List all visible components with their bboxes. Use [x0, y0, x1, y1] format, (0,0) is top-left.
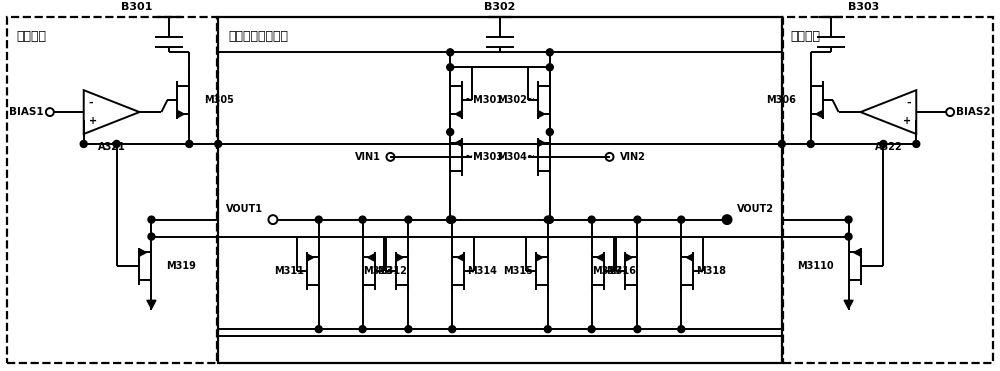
Circle shape — [447, 216, 454, 223]
Circle shape — [80, 141, 87, 147]
Polygon shape — [396, 254, 403, 261]
Polygon shape — [147, 300, 156, 309]
Text: BIAS2: BIAS2 — [956, 107, 991, 117]
Circle shape — [546, 216, 553, 223]
Circle shape — [913, 141, 920, 147]
Text: M306: M306 — [766, 95, 796, 105]
Text: M312: M312 — [378, 266, 407, 276]
Text: ~M301: ~M301 — [465, 95, 503, 105]
Polygon shape — [139, 249, 146, 256]
Circle shape — [634, 326, 641, 333]
Text: M318: M318 — [696, 266, 726, 276]
Circle shape — [778, 141, 785, 147]
Text: VIN2: VIN2 — [620, 152, 645, 162]
Polygon shape — [816, 111, 823, 118]
Circle shape — [405, 326, 412, 333]
Polygon shape — [844, 300, 853, 309]
Text: M317: M317 — [593, 266, 622, 276]
Text: ~M303: ~M303 — [465, 152, 503, 162]
Circle shape — [148, 216, 155, 223]
Text: M313: M313 — [364, 266, 393, 276]
Text: -: - — [89, 98, 93, 108]
Circle shape — [845, 233, 852, 240]
Circle shape — [447, 49, 454, 56]
Text: M304~: M304~ — [497, 152, 535, 162]
Text: +: + — [89, 116, 97, 126]
Circle shape — [546, 216, 553, 223]
Circle shape — [546, 64, 553, 71]
Text: 振荡器延迟级主体: 振荡器延迟级主体 — [228, 30, 288, 43]
Circle shape — [678, 216, 685, 223]
Circle shape — [315, 216, 322, 223]
Circle shape — [447, 216, 454, 223]
Polygon shape — [177, 111, 184, 118]
Circle shape — [588, 326, 595, 333]
Text: M305: M305 — [204, 95, 234, 105]
Bar — [7, 17, 217, 363]
Text: VIN1: VIN1 — [355, 152, 380, 162]
Text: A321: A321 — [98, 142, 125, 152]
Circle shape — [880, 141, 887, 147]
Polygon shape — [536, 254, 543, 261]
Text: M315: M315 — [503, 266, 533, 276]
Circle shape — [546, 49, 553, 56]
Text: M311: M311 — [274, 266, 304, 276]
Circle shape — [634, 216, 641, 223]
Circle shape — [807, 141, 814, 147]
Circle shape — [148, 233, 155, 240]
Circle shape — [447, 64, 454, 71]
Circle shape — [113, 141, 120, 147]
Text: M319: M319 — [166, 262, 196, 272]
Bar — [783, 17, 993, 363]
Circle shape — [215, 141, 222, 147]
Circle shape — [447, 128, 454, 135]
Polygon shape — [455, 111, 462, 118]
Circle shape — [405, 216, 412, 223]
Polygon shape — [307, 254, 314, 261]
Bar — [218, 17, 782, 363]
Text: A322: A322 — [875, 142, 902, 152]
Text: VOUT2: VOUT2 — [737, 204, 774, 214]
Circle shape — [449, 216, 456, 223]
Polygon shape — [368, 254, 375, 261]
Circle shape — [588, 216, 595, 223]
Polygon shape — [538, 111, 545, 118]
Circle shape — [678, 326, 685, 333]
Circle shape — [449, 326, 456, 333]
Text: M314: M314 — [467, 266, 497, 276]
Circle shape — [359, 326, 366, 333]
Circle shape — [544, 216, 551, 223]
Text: B301: B301 — [121, 3, 152, 13]
Polygon shape — [854, 249, 861, 256]
Text: 偏置电路: 偏置电路 — [16, 30, 46, 43]
Polygon shape — [625, 254, 632, 261]
Text: VOUT1: VOUT1 — [226, 204, 263, 214]
Circle shape — [359, 216, 366, 223]
Polygon shape — [538, 139, 545, 147]
Text: +: + — [903, 116, 911, 126]
Text: B302: B302 — [484, 3, 516, 13]
Polygon shape — [457, 254, 464, 261]
Circle shape — [544, 326, 551, 333]
Circle shape — [315, 326, 322, 333]
Text: M302~: M302~ — [497, 95, 535, 105]
Circle shape — [724, 216, 731, 223]
Circle shape — [186, 141, 193, 147]
Circle shape — [845, 216, 852, 223]
Text: BIAS1: BIAS1 — [9, 107, 44, 117]
Polygon shape — [686, 254, 693, 261]
Text: -: - — [907, 98, 911, 108]
Polygon shape — [455, 139, 462, 147]
Circle shape — [546, 128, 553, 135]
Text: M316: M316 — [607, 266, 636, 276]
Polygon shape — [597, 254, 604, 261]
Text: M3110: M3110 — [797, 262, 834, 272]
Text: 偏置电路: 偏置电路 — [791, 30, 821, 43]
Text: B303: B303 — [848, 3, 879, 13]
